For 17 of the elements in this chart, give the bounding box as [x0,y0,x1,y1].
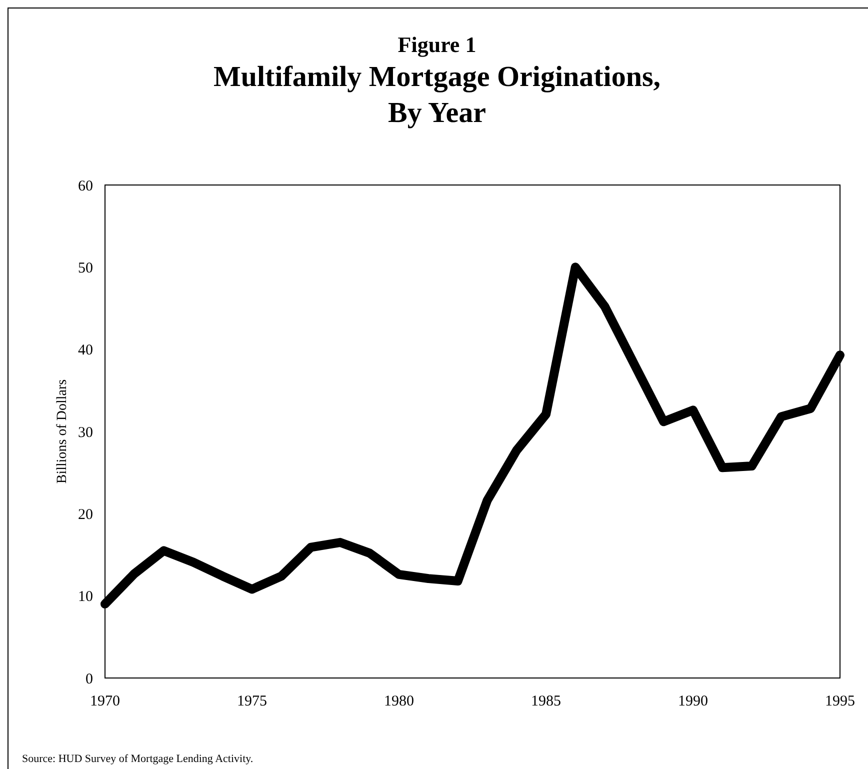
y-tick-label: 20 [78,506,93,523]
y-axis-title: Billions of Dollars [55,379,70,484]
x-tick-label: 1970 [90,693,120,710]
y-tick-label: 40 [78,342,93,359]
chart-subtitle: Figure 1 [398,32,476,57]
y-tick-label: 0 [86,671,93,688]
x-tick-label: 1985 [531,693,561,710]
x-tick-label: 1975 [237,693,267,710]
chart-title: Multifamily Mortgage Originations, By Year [213,61,661,129]
x-tick-label: 1995 [825,693,855,710]
source-note: Source: HUD Survey of Mortgage Lending Activity. [22,753,254,765]
y-tick-label: 30 [78,424,93,441]
y-tick-label: 60 [78,178,93,194]
y-tick-label: 50 [78,260,93,276]
y-tick-label: 10 [78,589,93,606]
x-tick-label: 1990 [678,693,708,710]
x-tick-label: 1980 [384,693,414,710]
